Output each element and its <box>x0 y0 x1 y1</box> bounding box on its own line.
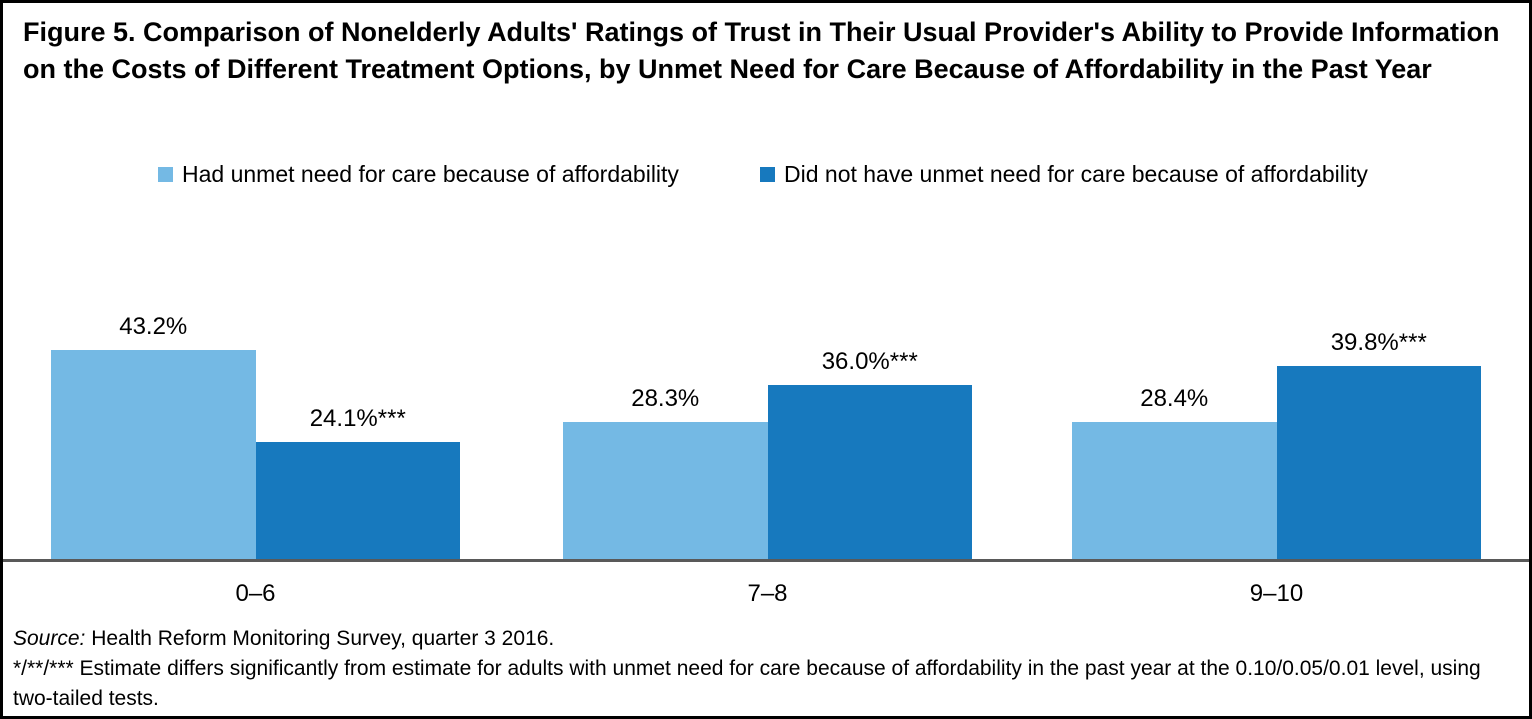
legend-swatch-dark-blue-icon <box>760 167 775 182</box>
bar-value-label-7–8-series-1: 36.0%*** <box>821 348 918 375</box>
bar-value-label-9–10-series-0: 28.4% <box>1140 385 1209 412</box>
bar-9–10-series-0 <box>1072 422 1277 559</box>
source-note: Source: Health Reform Monitoring Survey,… <box>13 624 1517 654</box>
bar-9–10-series-1 <box>1276 366 1481 559</box>
bar-value-label-0–6-series-1: 24.1%*** <box>309 405 406 432</box>
legend-item-unmet-need: Had unmet need for care because of affor… <box>158 161 679 188</box>
legend-item-no-unmet-need: Did not have unmet need for care because… <box>760 161 1368 188</box>
source-label: Source: <box>13 627 86 650</box>
source-text: Health Reform Monitoring Survey, quarter… <box>85 627 555 650</box>
x-axis-category-label-9–10: 9–10 <box>1249 580 1304 607</box>
bar-7–8-series-0 <box>563 422 768 559</box>
x-axis-category-label-7–8: 7–8 <box>747 580 788 607</box>
legend-swatch-light-blue-icon <box>158 167 173 182</box>
legend-label-unmet-need: Had unmet need for care because of affor… <box>182 161 679 187</box>
significance-note: */**/*** Estimate differs significantly … <box>13 657 1481 710</box>
bar-value-label-0–6-series-0: 43.2% <box>119 313 188 340</box>
x-axis-category-label-0–6: 0–6 <box>235 580 276 607</box>
bar-0–6-series-0 <box>51 350 256 559</box>
figure-title: Figure 5. Comparison of Nonelderly Adult… <box>23 17 1500 84</box>
figure-notes: Source: Health Reform Monitoring Survey,… <box>13 624 1517 714</box>
chart-plot-area: 43.2% 24.1%*** 0–6 28.3% 36.0%*** 7–8 28.4% 39.… <box>3 3 1529 716</box>
bar-0–6-series-1 <box>255 442 460 559</box>
bar-value-label-7–8-series-0: 28.3% <box>631 385 700 412</box>
bar-7–8-series-1 <box>767 385 972 559</box>
legend-label-no-unmet-need: Did not have unmet need for care because… <box>784 161 1368 187</box>
x-axis-line <box>3 559 1529 562</box>
bar-value-label-9–10-series-1: 39.8%*** <box>1330 329 1427 356</box>
